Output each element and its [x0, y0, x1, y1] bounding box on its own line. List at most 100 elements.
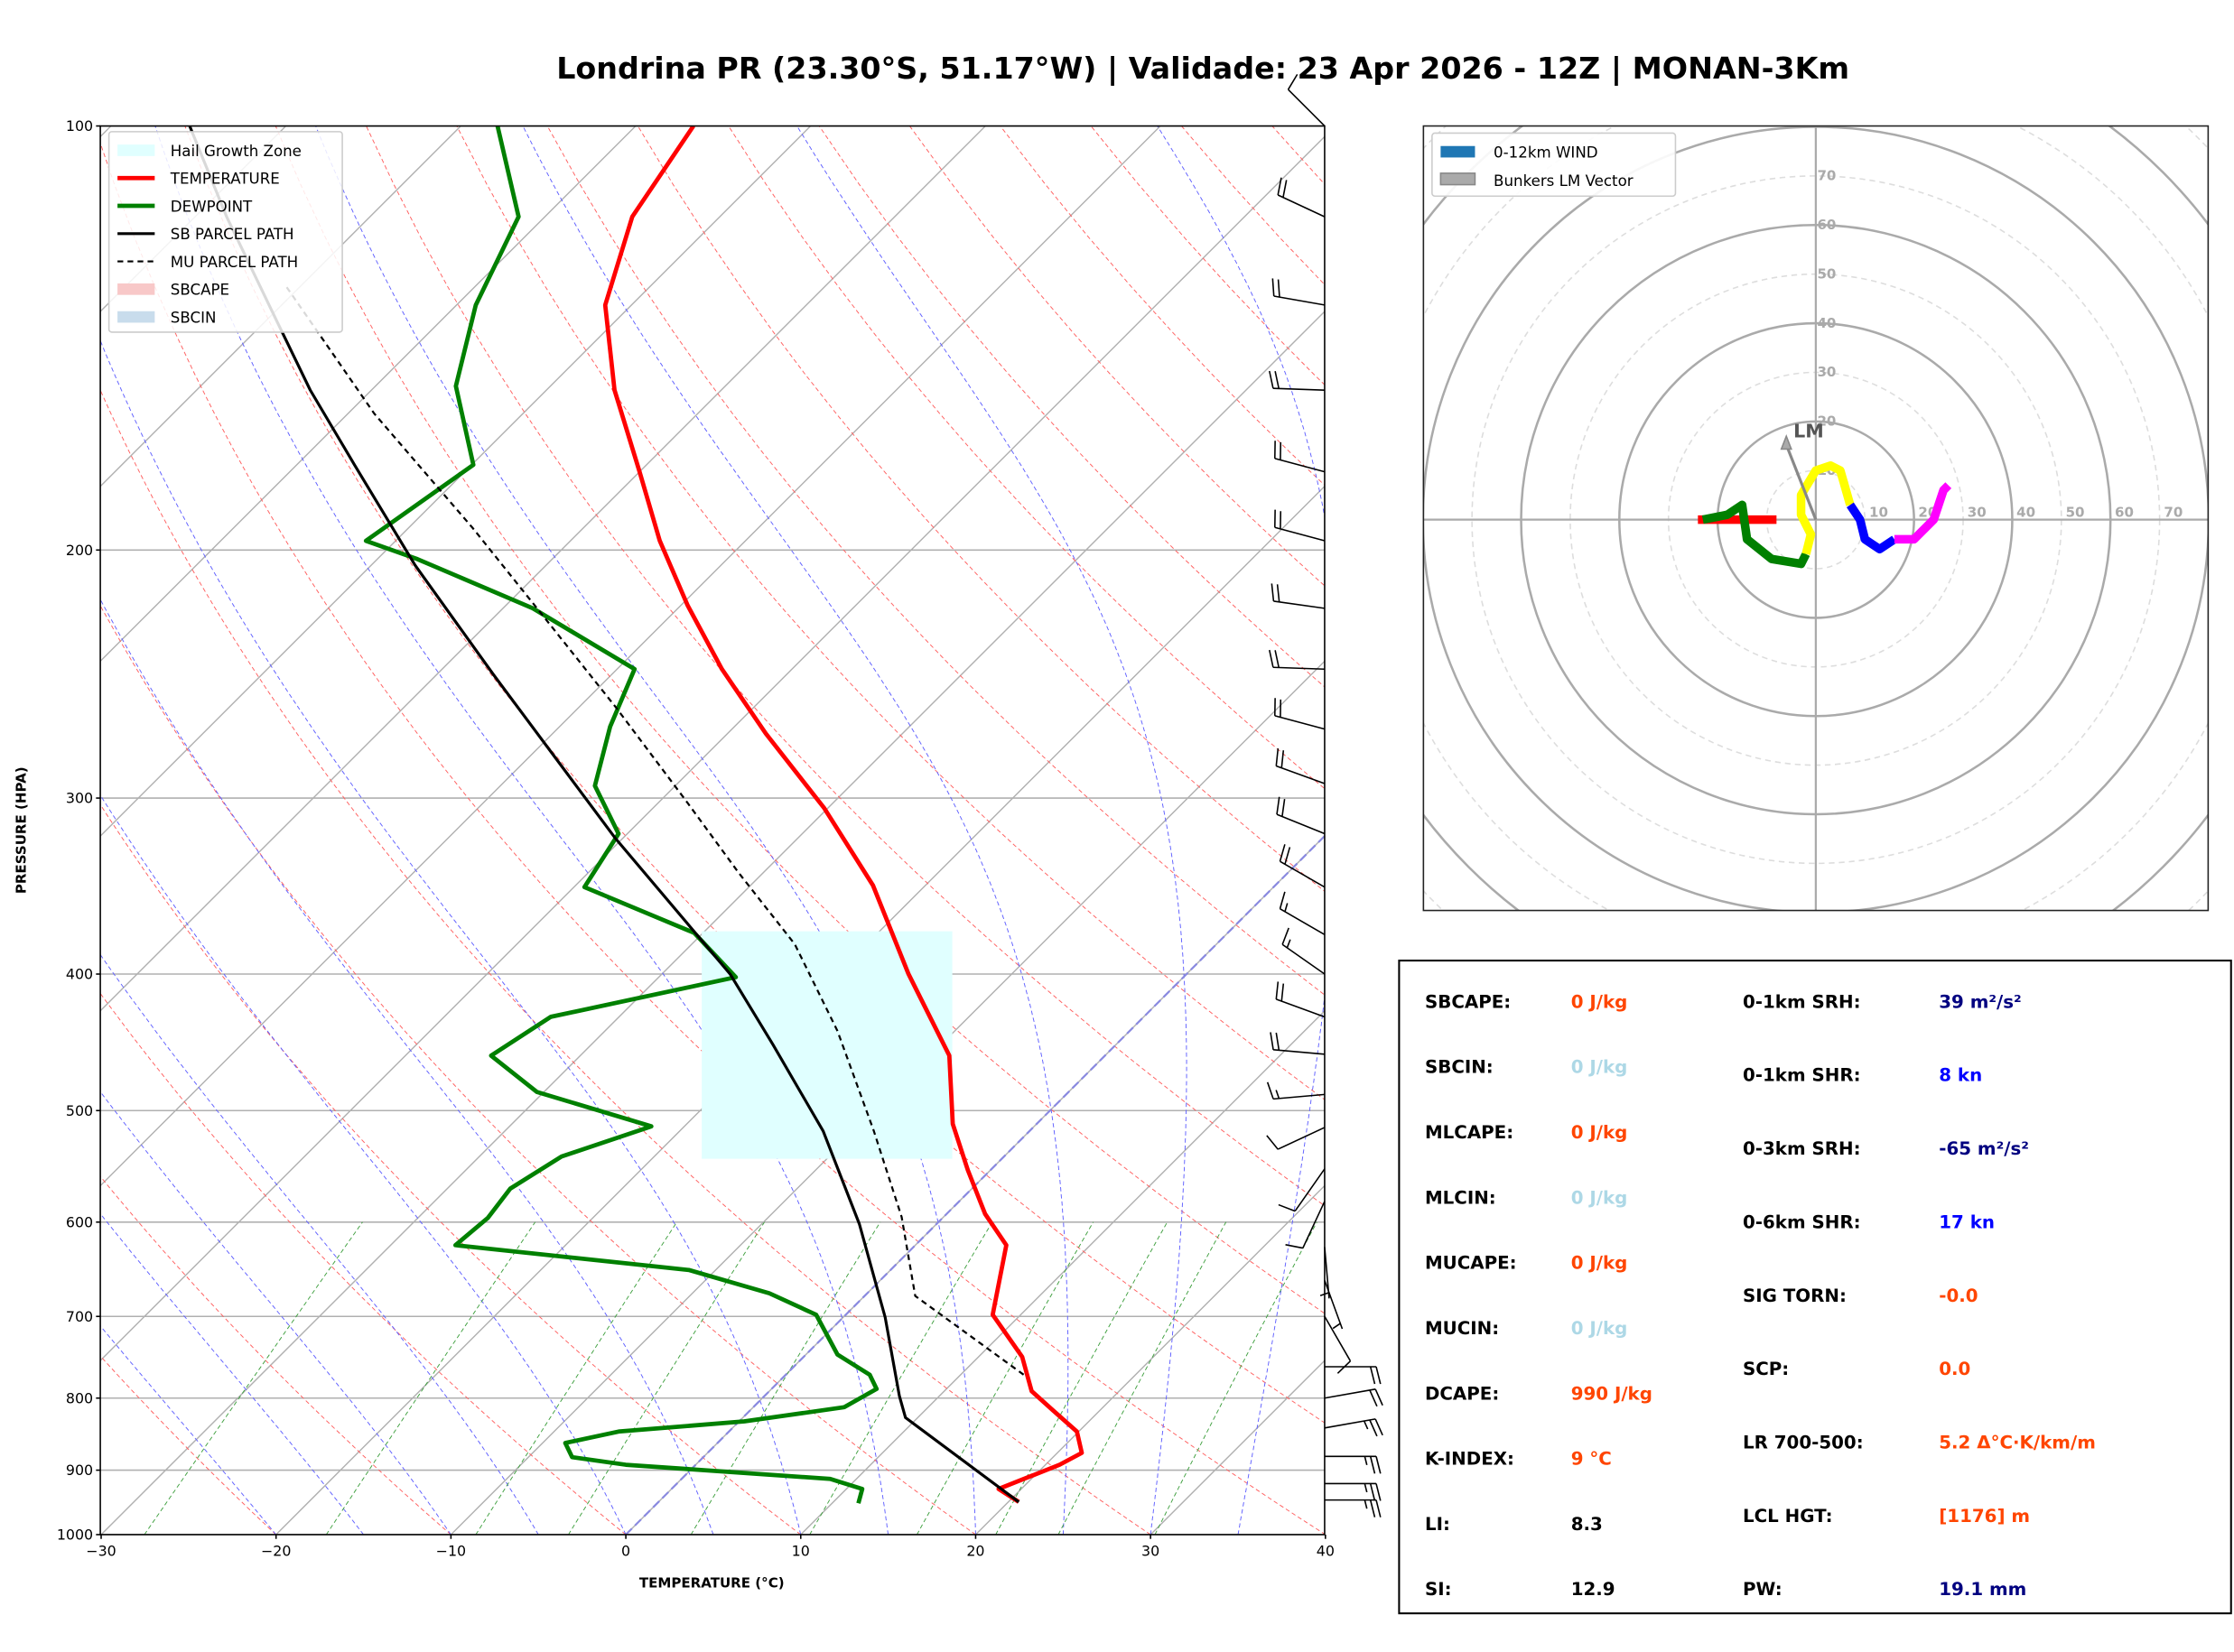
wind-barb-feather — [1369, 1456, 1376, 1474]
wind-barb-half-feather — [1364, 1456, 1368, 1466]
legend-label: SB PARCEL PATH — [171, 226, 294, 243]
wind-barb-feather — [1375, 1483, 1382, 1501]
legend-label: 0-12km WIND — [1494, 144, 1598, 161]
moist-adiabat-line — [315, 125, 976, 1535]
wind-barb — [1277, 177, 1326, 218]
wind-barb-staff — [1324, 1280, 1344, 1330]
moist-adiabat-line — [100, 339, 802, 1535]
stat-label: MLCIN: — [1425, 1187, 1496, 1208]
legend-box — [1431, 132, 1677, 198]
wind-barb — [1324, 1499, 1382, 1517]
wind-barb-staff — [1272, 666, 1325, 671]
y-tick-label: 200 — [66, 542, 93, 559]
y-tick-label: 800 — [66, 1389, 93, 1406]
x-tick-label: 40 — [1317, 1543, 1335, 1560]
stat-label: SBCIN: — [1425, 1057, 1494, 1078]
hodograph-ring-label-y: 60 — [1817, 217, 1836, 233]
isotherm-line — [100, 311, 1325, 1535]
wind-barb-feather — [1369, 1499, 1376, 1517]
moist-adiabat-line — [100, 953, 539, 1535]
isotherm-line — [100, 125, 461, 487]
x-tick-label: −20 — [261, 1543, 291, 1560]
wind-barb-feather — [1280, 750, 1285, 768]
wind-barb-half-feather — [1364, 1483, 1368, 1493]
wind-barb — [1270, 1032, 1326, 1055]
legend-label: SBCIN — [171, 309, 217, 326]
mixing-ratio-line — [809, 1221, 993, 1535]
wind-barb-feather — [1374, 1418, 1383, 1436]
stat-value: 990 J/kg — [1571, 1383, 1652, 1404]
stat-label: SCP: — [1743, 1359, 1789, 1379]
stat-value: 39 m²/s² — [1939, 991, 2022, 1012]
stat-label: 0-1km SRH: — [1743, 991, 1861, 1012]
wind-barb-feather — [1374, 1388, 1383, 1406]
wind-barb-staff — [1294, 1168, 1326, 1212]
wind-barb-staff — [1280, 860, 1326, 888]
wind-barbs — [1266, 73, 1383, 1517]
wind-barb-staff — [1276, 813, 1326, 835]
wind-barb-staff — [1274, 715, 1326, 730]
wind-barb-feather — [1282, 180, 1288, 198]
wind-barb — [1276, 796, 1326, 835]
wind-barb — [1278, 1168, 1326, 1212]
stat-value: 0 J/kg — [1571, 1253, 1628, 1274]
stats-panel: SBCAPE: 0 J/kg SBCIN: 0 J/kg MLCAPE: 0 J/kg ML… — [1398, 960, 2232, 1615]
wind-barb-feather — [1276, 584, 1280, 602]
mixing-ratio-line — [1154, 1221, 1317, 1535]
moist-adiabat-line — [100, 1325, 277, 1535]
wind-barb-feather — [1274, 650, 1280, 668]
stat-value: 0 J/kg — [1571, 991, 1628, 1012]
stat-label: LCL HGT: — [1743, 1506, 1833, 1527]
stat-label: K-INDEX: — [1425, 1449, 1514, 1470]
wind-barb — [1279, 844, 1326, 888]
legend-label: DEWPOINT — [171, 198, 253, 215]
x-tick-label: −30 — [86, 1543, 116, 1560]
wind-barb-half-feather — [1319, 1292, 1329, 1296]
mixing-ratio-line — [690, 1221, 881, 1535]
hodograph-segment-1-3km — [1701, 500, 1810, 569]
stat-value: 0 J/kg — [1571, 1122, 1628, 1143]
x-tick-label: 10 — [792, 1543, 810, 1560]
stat-value: 0 J/kg — [1571, 1318, 1628, 1339]
legend-patch — [1440, 145, 1475, 158]
wind-barb-staff — [1324, 1388, 1376, 1399]
stat-value: 8 kn — [1939, 1065, 1982, 1086]
wind-barb-staff — [1277, 194, 1326, 218]
hodograph-ring-label-y: 40 — [1817, 315, 1836, 331]
hodograph-frame — [1422, 125, 2210, 912]
wind-barb-feather — [1369, 1483, 1376, 1501]
isotherm-line — [100, 125, 986, 1012]
dry-adiabat-line — [100, 803, 801, 1535]
wind-barb-feather — [1271, 583, 1275, 602]
mixing-ratio-line — [995, 1221, 1168, 1535]
stat-value: -65 m²/s² — [1939, 1138, 2029, 1159]
stat-label: DCAPE: — [1425, 1383, 1499, 1404]
legend-label: SBCAPE — [171, 282, 229, 299]
mixing-ratio-line — [1057, 1221, 1227, 1535]
moist-adiabat-line — [100, 1091, 451, 1535]
wind-barb-feather — [1281, 798, 1286, 817]
wind-barb — [1275, 981, 1326, 1018]
stat-label: LR 700-500: — [1743, 1433, 1864, 1453]
wind-barb-feather — [1369, 1389, 1378, 1407]
dry-adiabat-line — [100, 142, 1325, 1535]
mixing-ratio-line — [568, 1221, 765, 1535]
wind-barb-feather — [1280, 983, 1285, 1002]
y-tick-label: 900 — [66, 1462, 93, 1479]
hodograph-ring-label-y: 70 — [1817, 168, 1836, 184]
wind-barb-feather — [1375, 1456, 1382, 1474]
y-tick-label: 400 — [66, 966, 93, 983]
skew-t-profiles — [188, 125, 1325, 1535]
wind-barb-staff — [1274, 458, 1326, 473]
y-tick-label: 700 — [66, 1308, 93, 1325]
bunkers-lm-arrowhead — [1780, 433, 1792, 450]
wind-barb-feather — [1277, 279, 1280, 298]
hodograph-ring-label-y: 30 — [1817, 364, 1836, 380]
wind-barb-feather — [1274, 371, 1280, 389]
dry-adiabat-line — [100, 604, 976, 1535]
mixing-ratio-line — [325, 1221, 536, 1535]
wind-barb — [1274, 698, 1326, 730]
isotherm-line — [275, 485, 1325, 1535]
stat-value: 12.9 — [1571, 1579, 1615, 1600]
